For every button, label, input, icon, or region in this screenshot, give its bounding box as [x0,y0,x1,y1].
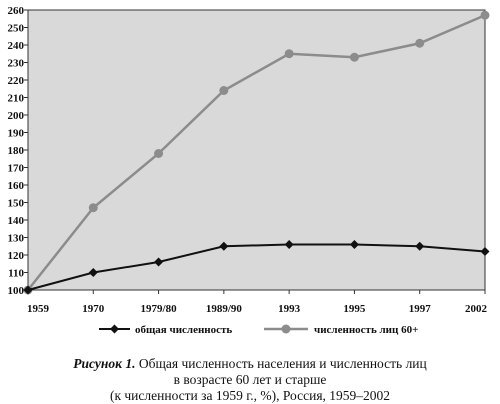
y-tick-label: 150 [8,198,25,210]
y-axis: 100 110 120 130 140 150 160 170 180 190 200 210 220 2… [8,5,28,297]
y-tick-label: 230 [8,58,25,70]
x-tick-label: 1989/90 [206,303,243,315]
data-point-circle [284,49,294,59]
x-tick-label: 1979/80 [141,303,178,315]
y-tick-label: 240 [8,40,25,52]
data-point-diamond [88,268,98,277]
y-tick-label: 210 [8,93,25,105]
data-point-diamond [480,247,490,256]
caption-line-3: (к численности за 1959 г., %), Россия, 1… [109,388,391,403]
legend-marker-diamond [110,324,119,334]
line-chart: 100 110 120 130 140 150 160 170 180 190 200 210 220 2… [8,5,490,336]
series-layer [23,10,490,295]
y-tick-label: 260 [8,5,25,17]
x-tick-label: 1970 [82,303,105,315]
data-point-diamond [284,240,294,249]
y-tick-label: 160 [8,180,25,192]
legend: общая численность численность лиц 60+ [99,324,418,336]
series-line [27,14,486,291]
figure-caption: Рисунок 1. Общая численность населения и… [0,356,500,404]
y-tick-label: 130 [8,233,25,245]
x-axis: 1959 1970 1979/80 1989/90 1993 1995 1997 2002 [27,290,488,315]
data-point-diamond [415,241,425,251]
y-tick-label: 180 [8,145,25,157]
y-tick-label: 110 [8,268,24,280]
caption-lead: Рисунок 1. [73,356,136,371]
data-point-circle [219,86,229,95]
data-point-diamond [23,285,33,295]
data-point-circle [480,10,490,20]
y-tick-label: 120 [8,250,25,262]
y-tick-label: 140 [8,215,25,227]
data-point-diamond [154,257,164,267]
data-point-diamond [349,240,359,249]
y-tick-label: 190 [8,128,25,140]
y-tick-label: 200 [8,110,25,122]
x-tick-label: 1995 [343,303,366,315]
x-tick-label: 1959 [27,303,50,315]
legend-label: численность лиц 60+ [314,324,418,336]
y-tick-label: 250 [8,23,25,35]
caption-line-2: в возрасте 60 лет и старше [173,372,327,387]
caption-line-1: Рисунок 1. Общая численность населения и… [0,356,500,372]
data-point-circle [349,52,359,62]
y-tick-label: 170 [8,163,25,175]
y-tick-label: 220 [8,75,25,87]
data-point-circle [88,203,98,213]
y-tick-label: 100 [8,285,25,297]
caption-line-1-text: Общая численность населения и численност… [135,356,427,371]
data-point-diamond [219,241,229,251]
data-point-circle [415,38,425,48]
x-tick-label: 1993 [278,303,301,315]
legend-marker-circle [281,324,291,334]
legend-label: общая численность [135,324,232,336]
x-tick-label: 1997 [409,303,432,315]
plot-area [27,9,486,291]
data-point-circle [154,149,164,158]
x-tick-label: 2002 [465,303,488,315]
series-line [27,243,486,291]
